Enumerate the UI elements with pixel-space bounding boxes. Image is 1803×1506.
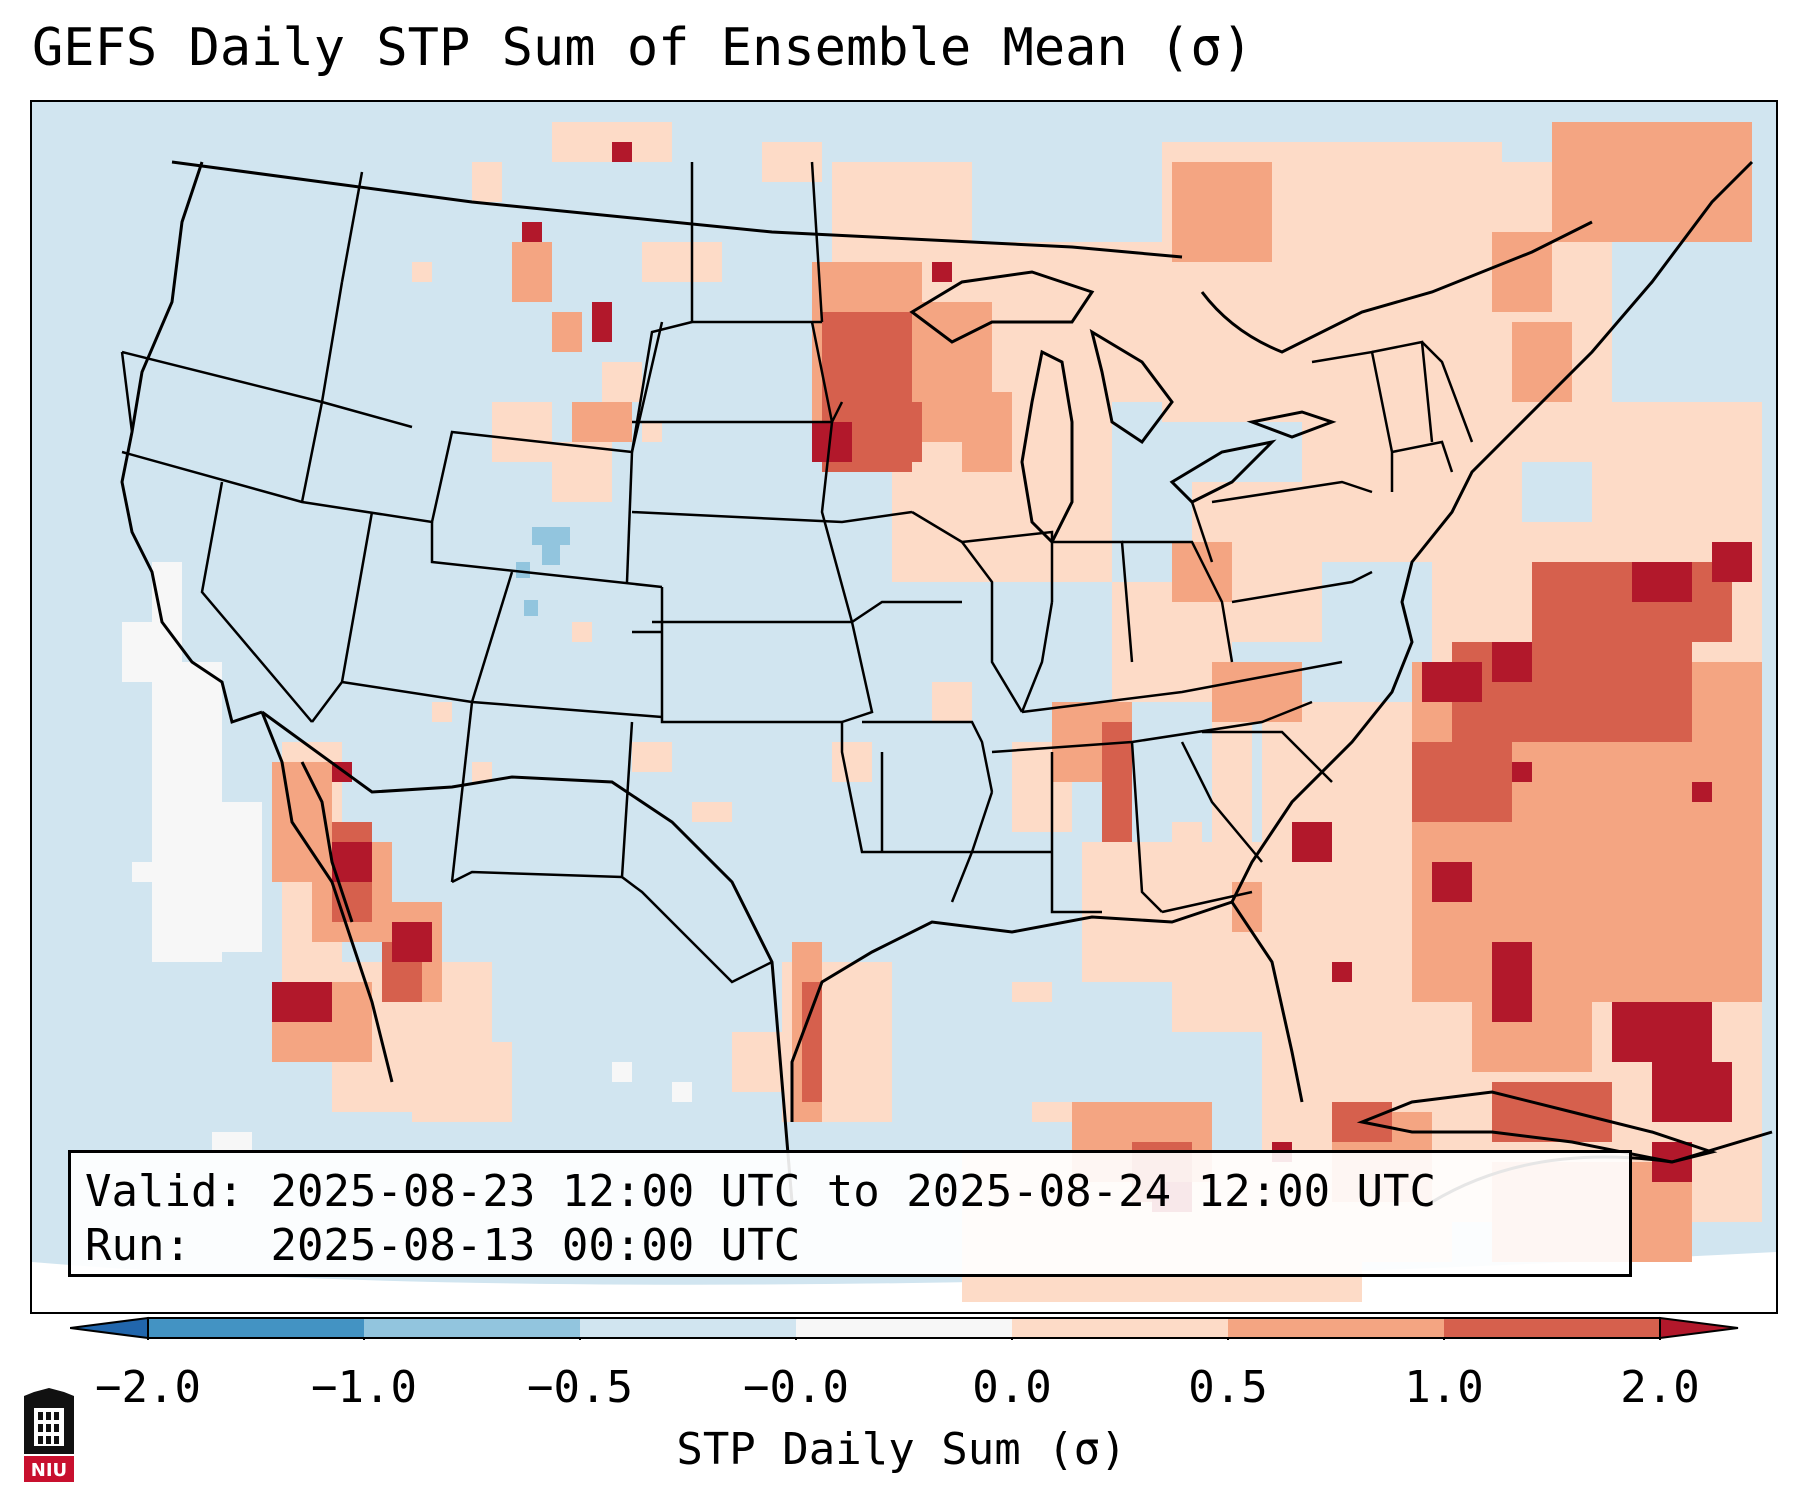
valid-run-info-box: Valid: 2025-08-23 12:00 UTC to 2025-08-2… <box>68 1150 1632 1277</box>
colorbar-extend-low <box>70 1316 149 1340</box>
state-borders <box>120 161 1474 984</box>
valid-value: 2025-08-23 12:00 UTC to 2025-08-24 12:00… <box>270 1166 1437 1217</box>
colorbar-tick-label: 0.0 <box>972 1362 1052 1413</box>
run-value: 2025-08-13 00:00 UTC <box>270 1220 801 1271</box>
colorbar-segment <box>1012 1318 1228 1338</box>
map-panel <box>30 100 1778 1314</box>
colorbar-segment <box>580 1318 796 1338</box>
colorbar-extend-high <box>1659 1316 1739 1340</box>
coastline <box>120 160 1773 1204</box>
colorbar-segment <box>1444 1318 1660 1338</box>
run-label: Run: <box>85 1220 191 1271</box>
colorbar-tick-label: −1.0 <box>311 1362 417 1413</box>
colorbar-segment <box>796 1318 1012 1338</box>
cuba-outline <box>1356 1090 1718 1164</box>
negative-cells <box>516 527 570 616</box>
colorbar-tick-label: 0.5 <box>1188 1362 1268 1413</box>
colorbar-segment <box>364 1318 580 1338</box>
map-canvas <box>32 122 1776 1312</box>
colorbar <box>70 1316 1739 1340</box>
colorbar-segment <box>1228 1318 1444 1338</box>
colorbar-tick-label: 1.0 <box>1404 1362 1484 1413</box>
colorbar-label: STP Daily Sum (σ) <box>676 1424 1127 1475</box>
niu-logo: NIU <box>24 1388 74 1482</box>
valid-label: Valid: <box>85 1166 244 1217</box>
national-borders <box>171 160 1593 1203</box>
stp-extreme-cells <box>272 142 1752 1212</box>
chart-title: GEFS Daily STP Sum of Ensemble Mean (σ) <box>32 18 1253 78</box>
colorbar-tick-label: 2.0 <box>1620 1362 1700 1413</box>
colorbar-tick-label: −0.0 <box>743 1362 849 1413</box>
logo-text: NIU <box>31 1460 67 1481</box>
colorbar-outline <box>147 1317 1661 1339</box>
colorbar-tick-label: −2.0 <box>95 1362 201 1413</box>
colorbar-segment <box>148 1318 364 1338</box>
colorbar-tick-marks <box>147 1338 1661 1340</box>
colorbar-tick-label: −0.5 <box>527 1362 633 1413</box>
